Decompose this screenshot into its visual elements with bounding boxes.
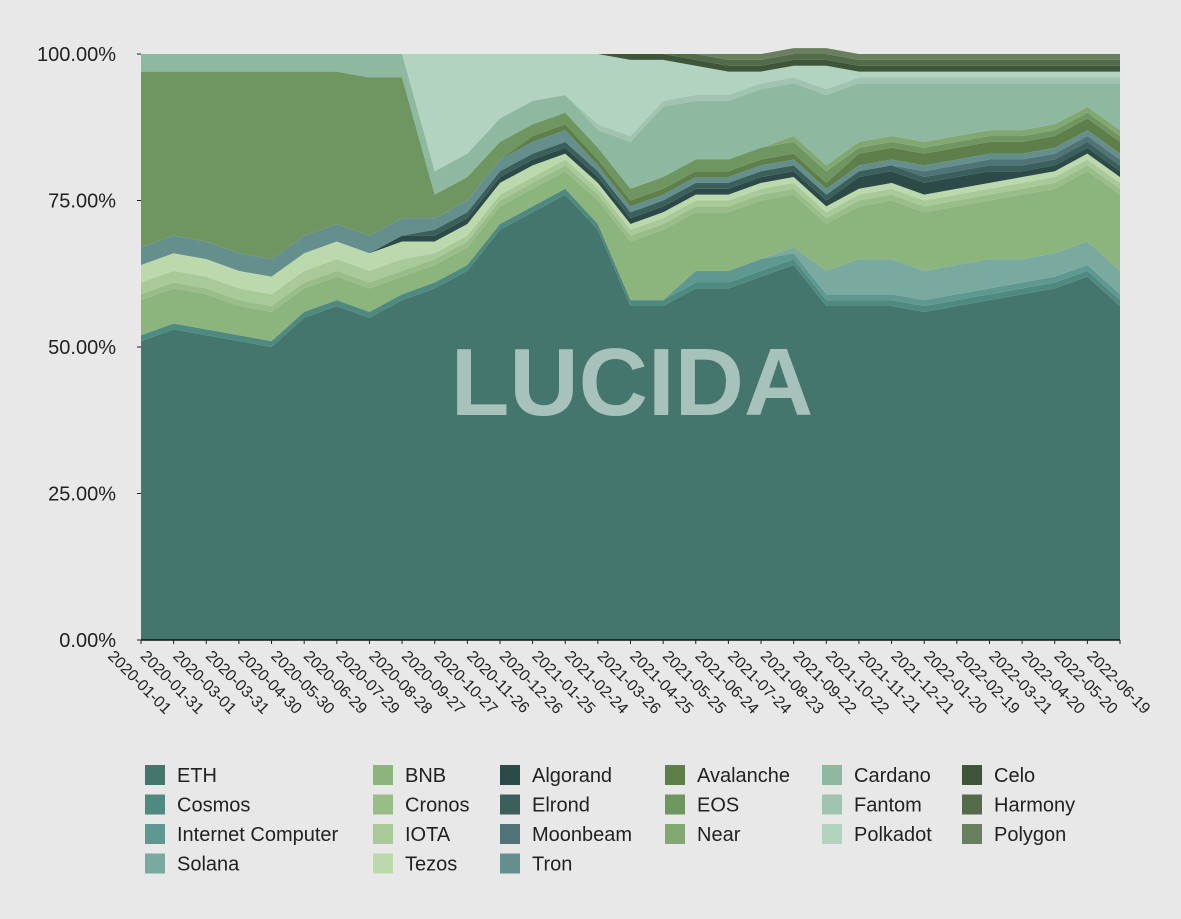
legend-label: Elrond [532, 795, 590, 817]
legend-label: Cardano [854, 765, 931, 787]
legend-swatch [822, 824, 842, 844]
legend-label: Harmony [994, 795, 1075, 817]
legend-label: Polkadot [854, 824, 932, 846]
y-tick-label: 50.00% [48, 337, 116, 359]
legend-swatch [822, 794, 842, 815]
legend-swatch [500, 794, 520, 815]
legend-swatch [373, 824, 393, 844]
legend-label: EOS [697, 795, 739, 817]
legend-label: BNB [405, 765, 446, 787]
legend-swatch [665, 765, 685, 785]
legend-label: Internet Computer [177, 824, 339, 846]
legend-label: Algorand [532, 765, 612, 787]
legend-swatch [145, 853, 165, 874]
legend-label: IOTA [405, 824, 451, 846]
legend-label: Moonbeam [532, 824, 632, 846]
legend-label: Near [697, 824, 741, 846]
legend-swatch [145, 824, 165, 844]
y-tick-label: 25.00% [48, 484, 116, 506]
legend-swatch [500, 824, 520, 844]
watermark: LUCIDA [451, 329, 814, 436]
area [141, 54, 1120, 172]
y-tick-label: 100.00% [37, 44, 116, 66]
area [141, 54, 1120, 172]
legend-swatch [500, 765, 520, 785]
area [141, 130, 1120, 277]
legend-label: Solana [177, 854, 240, 876]
area [141, 54, 1120, 66]
areas [141, 48, 1120, 640]
legend-label: ETH [177, 765, 217, 787]
legend-label: Fantom [854, 795, 922, 817]
legend-label: Cosmos [177, 795, 250, 817]
legend-label: Avalanche [697, 765, 790, 787]
legend-swatch [373, 853, 393, 874]
area [141, 48, 1120, 60]
legend-label: Polygon [994, 824, 1066, 846]
legend-swatch [822, 765, 842, 785]
area [141, 194, 1120, 640]
legend-swatch [145, 765, 165, 785]
legend-swatch [665, 794, 685, 815]
area [141, 171, 1120, 342]
legend-swatch [962, 794, 982, 815]
area [141, 118, 1120, 260]
y-tick-label: 0.00% [59, 630, 116, 652]
legend-swatch [962, 824, 982, 844]
area [141, 159, 1120, 306]
area [141, 165, 1120, 312]
legend-label: Tezos [405, 854, 457, 876]
legend-swatch [962, 765, 982, 785]
legend-swatch [373, 765, 393, 785]
legend-swatch [145, 794, 165, 815]
area [141, 71, 1120, 260]
legend-label: Celo [994, 765, 1035, 787]
legend-swatch [665, 824, 685, 844]
area [141, 147, 1120, 277]
area [141, 54, 1120, 195]
area [141, 188, 1120, 347]
area [141, 54, 1120, 72]
legend-label: Tron [532, 854, 572, 876]
legend-label: Cronos [405, 795, 469, 817]
legend-swatch [500, 853, 520, 874]
y-tick-label: 75.00% [48, 191, 116, 213]
legend-swatch [373, 794, 393, 815]
